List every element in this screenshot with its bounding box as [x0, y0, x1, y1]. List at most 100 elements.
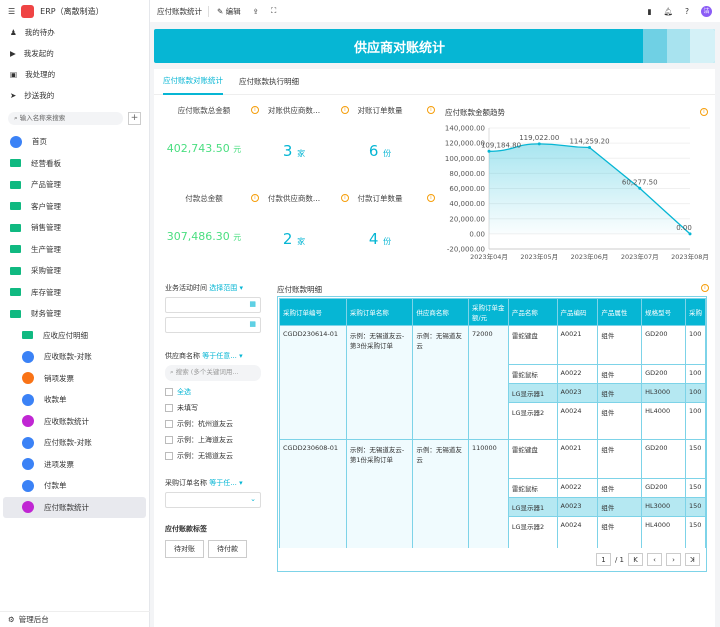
supplier-search-input[interactable]: ⌕ 搜索 (多个关键词用...: [165, 365, 261, 381]
time-mode-select[interactable]: 选择范围: [209, 284, 238, 292]
bell-icon[interactable]: 🔔︎: [663, 6, 674, 16]
trend-chart: 应付账款金额趋势 i 140,000.00 120,000.00 100,000.0…: [430, 100, 715, 270]
sidebar-item[interactable]: 首页: [0, 131, 149, 153]
supplier-option[interactable]: 全选: [165, 384, 261, 400]
filter-panel: 业务活动时间 选择范围 ▾ ▦ ▦ 供应商名称 等于任意... ▾ ⌕ 搜索 (…: [165, 283, 261, 558]
quick-send[interactable]: ➤ 抄送我的: [10, 91, 55, 100]
chart-title: 应付账款金额趋势: [445, 108, 505, 117]
sidebar-subitem[interactable]: 销项发票: [0, 368, 149, 390]
app-icon: [22, 372, 34, 385]
cell: 组件: [597, 439, 643, 479]
column-header: 采购: [684, 298, 706, 326]
cell: 组件: [597, 325, 643, 365]
sidebar-subitem[interactable]: 应付账款-对账: [0, 432, 149, 454]
stat-card: 对账订单数量 6 份: [357, 106, 403, 160]
sidebar-subitem[interactable]: 付款单: [0, 475, 149, 497]
pagination: 1/ 1 K ‹ › ꓘ: [277, 548, 707, 572]
sidebar-subitem[interactable]: 应收账款-对账: [0, 346, 149, 368]
cell: HL3000: [641, 383, 686, 403]
cell: 150: [684, 478, 706, 498]
area-fill: [489, 143, 690, 234]
sidebar-item[interactable]: 库存管理: [0, 282, 149, 304]
tab-execution-detail[interactable]: 应付账款执行明细: [239, 77, 299, 86]
quick-bell[interactable]: ♟ 我的待办: [10, 28, 55, 37]
info-icon[interactable]: i: [700, 108, 708, 116]
book-icon[interactable]: ▮: [647, 6, 652, 16]
sidebar-item[interactable]: 产品管理: [0, 174, 149, 196]
prev-page-button[interactable]: ‹: [647, 553, 662, 566]
sidebar-item[interactable]: 销售管理: [0, 217, 149, 239]
sidebar-item[interactable]: 采购管理: [0, 260, 149, 282]
share-icon[interactable]: ⇪: [252, 6, 259, 16]
next-page-button[interactable]: ›: [666, 553, 681, 566]
app-logo: [21, 4, 35, 18]
cell-name: 示例：无锡道友云-第1份采购订单: [345, 439, 414, 548]
column-header: 规格型号: [641, 298, 686, 326]
y-tick-label: 100,000.00: [445, 155, 485, 163]
data-label: 109,184.80: [481, 141, 521, 149]
supplier-option[interactable]: 示例：杭州道友云: [165, 416, 261, 432]
order-mode-select[interactable]: 等于任...: [209, 479, 237, 487]
cell: GD200: [641, 325, 686, 365]
sidebar-subitem[interactable]: 进项发票: [0, 454, 149, 476]
supplier-mode-select[interactable]: 等于任意...: [202, 352, 237, 360]
admin-link[interactable]: ⚙ 管理后台: [0, 611, 150, 627]
page-input[interactable]: 1: [595, 553, 611, 566]
nav-search-input[interactable]: ⌕ 输入名称来搜索: [8, 112, 123, 125]
fullscreen-icon[interactable]: ⛶: [270, 6, 277, 15]
folder-icon: [10, 245, 21, 254]
info-icon[interactable]: i: [341, 194, 349, 202]
folder-icon: [10, 180, 21, 189]
cell: 150: [684, 516, 706, 548]
cell: 组件: [597, 516, 643, 548]
start-date-input[interactable]: ▦: [165, 297, 261, 313]
supplier-option[interactable]: 示例：无锡道友云: [165, 448, 261, 464]
app-icon: [22, 415, 34, 428]
info-icon[interactable]: i: [251, 106, 259, 114]
help-icon[interactable]: ?: [685, 6, 689, 16]
tag-pending-payment[interactable]: 待付款: [208, 540, 247, 558]
quick-inbox[interactable]: ▣ 我处理的: [10, 70, 56, 79]
info-icon[interactable]: i: [701, 284, 709, 292]
cell: 雷蛇鼠标: [507, 364, 558, 384]
topbar: 应付账款统计 ✎ 编辑 ⇪ ⛶ ▮ 🔔︎? 洁: [150, 0, 720, 22]
table-row: LG显示器2 A0024 组件 HL4000 150: [280, 516, 706, 548]
quick-play[interactable]: ▶ 我发起的: [10, 49, 54, 58]
gear-icon: ⚙: [8, 615, 15, 624]
sidebar-subitem[interactable]: 收款单: [0, 389, 149, 411]
sidebar-item[interactable]: 经营看板: [0, 153, 149, 175]
last-page-button[interactable]: ꓘ: [685, 553, 700, 566]
cell-name: 示例：无锡道友云-第3份采购订单: [345, 325, 414, 440]
sidebar-item[interactable]: 客户管理: [0, 196, 149, 218]
supplier-option[interactable]: 示例：上海道友云: [165, 432, 261, 448]
first-page-button[interactable]: K: [628, 553, 643, 566]
info-icon[interactable]: i: [427, 106, 435, 114]
avatar[interactable]: 洁: [701, 5, 712, 17]
add-button[interactable]: +: [128, 112, 141, 125]
sidebar-item[interactable]: 财务管理: [0, 303, 149, 325]
sidebar-subitem[interactable]: 应付账款统计: [3, 496, 146, 518]
cell: LG显示器1: [507, 383, 558, 403]
cell: A0021: [556, 325, 599, 365]
sidebar-subitem[interactable]: 应收账款统计: [0, 411, 149, 433]
info-icon[interactable]: i: [427, 194, 435, 202]
order-select[interactable]: ⌄: [165, 492, 261, 508]
tab-reconcile-stats[interactable]: 应付账款对账统计: [163, 68, 223, 95]
stat-card: 应付账款总金额 402,743.50 元: [166, 106, 242, 155]
chevron-down-icon: ⌄: [250, 495, 256, 503]
tag-pending-reconcile[interactable]: 待对账: [165, 540, 204, 558]
calendar-icon: ▦: [249, 300, 256, 308]
sidebar-subitem[interactable]: 应收应付明细: [0, 325, 149, 347]
y-tick-label: 60,000.00: [449, 185, 485, 193]
cell-supplier: 示例：无锡道友云: [412, 439, 469, 548]
supplier-option[interactable]: 未填写: [165, 400, 261, 416]
menu-icon[interactable]: ☰: [8, 6, 16, 16]
end-date-input[interactable]: ▦: [165, 317, 261, 333]
x-tick-label: 2023年07月: [621, 252, 659, 261]
info-icon[interactable]: i: [341, 106, 349, 114]
edit-button[interactable]: ✎ 编辑: [217, 6, 241, 16]
sidebar-item[interactable]: 生产管理: [0, 239, 149, 261]
cell: GD200: [641, 478, 686, 498]
data-label: 60,277.50: [622, 178, 658, 186]
info-icon[interactable]: i: [251, 194, 259, 202]
